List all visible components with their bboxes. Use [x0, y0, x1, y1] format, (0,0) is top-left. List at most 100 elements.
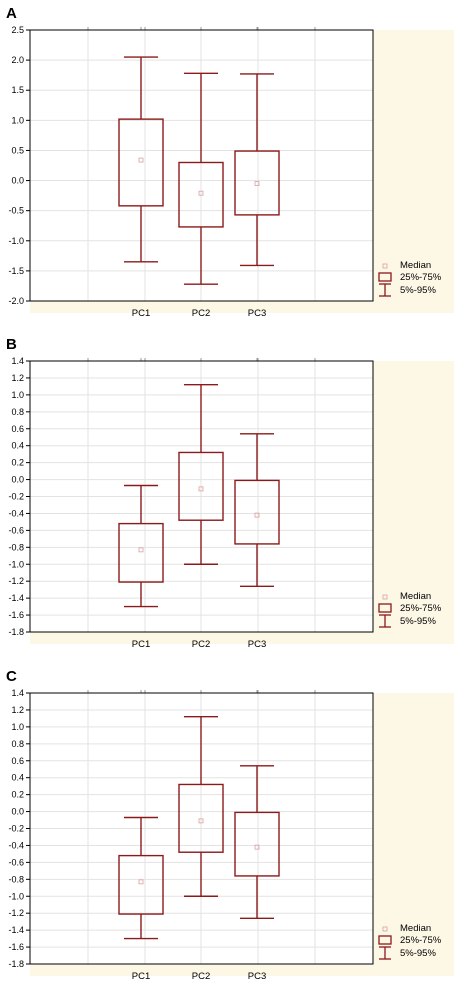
- median-marker: [254, 512, 260, 518]
- panel-label: B: [6, 336, 17, 353]
- y-tick-label: 1.2: [11, 705, 24, 715]
- box-pc2: [178, 716, 224, 897]
- y-tick-label: -1.8: [8, 627, 24, 637]
- y-tick-label: 0.2: [11, 458, 24, 468]
- legend-box-swatch: [378, 272, 392, 282]
- y-tick-label: -1.0: [8, 559, 24, 569]
- legend-box-swatch: [378, 935, 392, 945]
- y-tick-label: -0.8: [8, 874, 24, 884]
- y-tick-label: 1.4: [11, 356, 24, 366]
- x-tick-label: PC3: [248, 639, 266, 650]
- legend-box-swatch: [378, 603, 392, 613]
- legend-median-label: Median: [400, 923, 431, 934]
- iqr-box: [178, 451, 224, 521]
- y-tick-label: -0.5: [8, 206, 24, 216]
- x-tick-label: PC1: [132, 308, 150, 319]
- y-tick-label: -1.4: [8, 593, 24, 603]
- y-tick-label: -2.0: [8, 296, 24, 306]
- y-tick-label: 1.4: [11, 688, 24, 698]
- chart-panel-b: -1.8 -1.6 -1.4 -1.2 -1.0 -0.8 -0.6 -0.4 -0.2 0.0 0…: [0, 331, 454, 662]
- y-tick-label: 0.4: [11, 441, 24, 451]
- iqr-box: [234, 479, 280, 545]
- median-marker: [254, 181, 260, 186]
- legend-median-label: Median: [400, 260, 431, 271]
- chart-panel-c: -1.8 -1.6 -1.4 -1.2 -1.0 -0.8 -0.6 -0.4 -0.2 0.0 0…: [0, 663, 454, 994]
- y-tick-label: 1.5: [11, 85, 24, 95]
- iqr-box: [118, 118, 164, 207]
- median-marker: [138, 879, 144, 885]
- median-marker: [198, 818, 204, 824]
- y-tick-label: -0.2: [8, 492, 24, 502]
- y-tick-label: -1.2: [8, 908, 24, 918]
- box-plot-svg: -1.8 -1.6 -1.4 -1.2 -1.0 -0.8 -0.6 -0.4 -0.2 0.0 0…: [6, 336, 454, 650]
- y-tick-label: -1.0: [8, 891, 24, 901]
- median-marker: [138, 157, 144, 163]
- y-tick-label: 0.6: [11, 756, 24, 766]
- panel-label: A: [6, 5, 17, 22]
- y-tick-label: 2.0: [11, 55, 24, 65]
- y-tick-label: 1.0: [11, 390, 24, 400]
- y-tick-label: 0.0: [11, 475, 24, 485]
- iqr-box: [178, 783, 224, 853]
- box-pc2: [178, 384, 224, 565]
- legend-median-marker: [382, 926, 388, 932]
- x-tick-label: PC2: [192, 971, 210, 982]
- median-marker: [198, 190, 204, 196]
- legend-median-marker: [382, 594, 388, 600]
- y-tick-label: 0.0: [11, 176, 24, 186]
- x-tick-label: PC1: [132, 971, 150, 982]
- y-tick-label: 0.4: [11, 773, 24, 783]
- x-tick-label: PC1: [132, 639, 150, 650]
- legend-whisker-label: 5%-95%: [400, 285, 436, 296]
- x-tick-label: PC3: [248, 308, 266, 319]
- legend-whisker-label: 5%-95%: [400, 616, 436, 627]
- x-tick-label: PC3: [248, 971, 266, 982]
- y-tick-label: -0.2: [8, 824, 24, 834]
- y-tick-label: -0.4: [8, 508, 24, 518]
- legend-box-label: 25%-75%: [400, 603, 442, 614]
- y-tick-label: 0.5: [11, 145, 24, 155]
- median-marker: [254, 844, 260, 850]
- box-pc2: [178, 72, 224, 285]
- box-pc1: [118, 484, 164, 608]
- y-tick-label: 0.8: [11, 739, 24, 749]
- y-tick-label: 0.2: [11, 790, 24, 800]
- legend-whisker-label: 5%-95%: [400, 948, 436, 959]
- plot-frame: [29, 692, 374, 965]
- y-tick-label: -1.6: [8, 942, 24, 952]
- y-tick-label: 1.0: [11, 115, 24, 125]
- box-pc3: [234, 433, 280, 587]
- y-tick-label: 2.5: [11, 25, 24, 35]
- y-tick-label: 0.6: [11, 424, 24, 434]
- median-marker: [198, 486, 204, 492]
- y-tick-label: -1.4: [8, 925, 24, 935]
- box-pc1: [118, 56, 164, 263]
- box-plot-svg: -2.0 -1.5 -1.0 -0.5 0.0 0.5 1.0 1.5 2.0 2.5 A PC1 PC…: [6, 5, 454, 319]
- iqr-box: [118, 522, 164, 583]
- y-tick-label: 1.0: [11, 722, 24, 732]
- iqr-box: [118, 854, 164, 915]
- legend-median-marker: [382, 263, 388, 269]
- y-tick-label: -1.2: [8, 576, 24, 586]
- plot-frame: [29, 29, 374, 302]
- box-pc3: [234, 765, 280, 919]
- median-marker: [138, 547, 144, 553]
- y-tick-label: -1.8: [8, 959, 24, 969]
- y-tick-label: -0.6: [8, 525, 24, 535]
- y-tick-label: -1.0: [8, 236, 24, 246]
- x-tick-label: PC2: [192, 639, 210, 650]
- y-tick-label: -0.4: [8, 840, 24, 850]
- y-tick-label: -1.5: [8, 266, 24, 276]
- box-pc3: [234, 73, 280, 267]
- legend-box-label: 25%-75%: [400, 272, 442, 283]
- iqr-box: [234, 811, 280, 877]
- y-tick-label: -0.8: [8, 542, 24, 552]
- legend-median-label: Median: [400, 591, 431, 602]
- y-tick-label: -1.6: [8, 610, 24, 620]
- y-tick-label: 1.2: [11, 373, 24, 383]
- box-plot-svg: -1.8 -1.6 -1.4 -1.2 -1.0 -0.8 -0.6 -0.4 -0.2 0.0 0…: [6, 668, 454, 982]
- iqr-box: [234, 150, 280, 216]
